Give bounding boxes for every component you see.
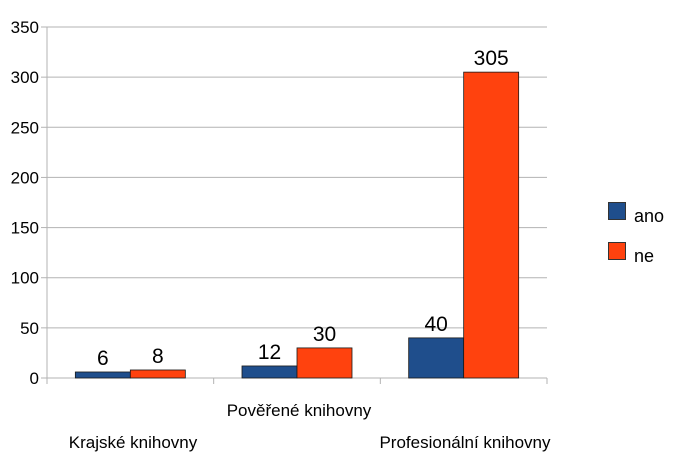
bars [74,71,520,379]
y-tick-labels: 0 50 100 150 200 250 300 350 [11,18,39,388]
legend-swatch-ne [608,242,626,260]
legend: ano ne [608,200,664,280]
data-label-ne-2: 305 [474,47,509,70]
y-tick-label: 350 [11,18,39,37]
legend-label-ne: ne [634,245,655,266]
y-tick-label: 300 [11,68,39,87]
legend-label-ano: ano [634,205,665,226]
data-label-ano-2: 40 [424,313,447,336]
data-label-ano-0: 6 [97,347,109,370]
bar-ano-0 [74,371,131,379]
data-label-ano-1: 12 [258,341,281,364]
legend-swatch-ano [608,202,626,220]
y-tick-label: 0 [30,369,39,388]
y-tick-label: 100 [11,269,39,288]
bar-ano-2 [408,337,465,379]
gridlines [47,26,547,379]
y-tick-label: 200 [11,168,39,187]
y-tick-label: 50 [20,319,39,338]
data-label-ne-1: 30 [313,323,336,346]
bar-ano-1 [241,365,298,379]
bar-ne-0 [129,369,186,379]
data-label-ne-0: 8 [152,345,164,368]
bar-ne-1 [296,347,353,379]
y-tick-label: 250 [11,118,39,137]
x-tick-label: Krajské knihovny [69,433,198,452]
bar-ne-2 [463,71,520,379]
legend-item-ano: ano [608,200,664,226]
x-tick-label: Profesionální knihovny [379,433,551,452]
x-tick-label: Pověřené knihovny [227,401,372,420]
x-tick-labels: Krajské knihovny Pověřené knihovny Profesi… [69,401,551,452]
data-labels: 6 8 12 30 40 305 [97,47,509,370]
y-tick-label: 150 [11,219,39,238]
legend-item-ne: ne [608,240,664,266]
